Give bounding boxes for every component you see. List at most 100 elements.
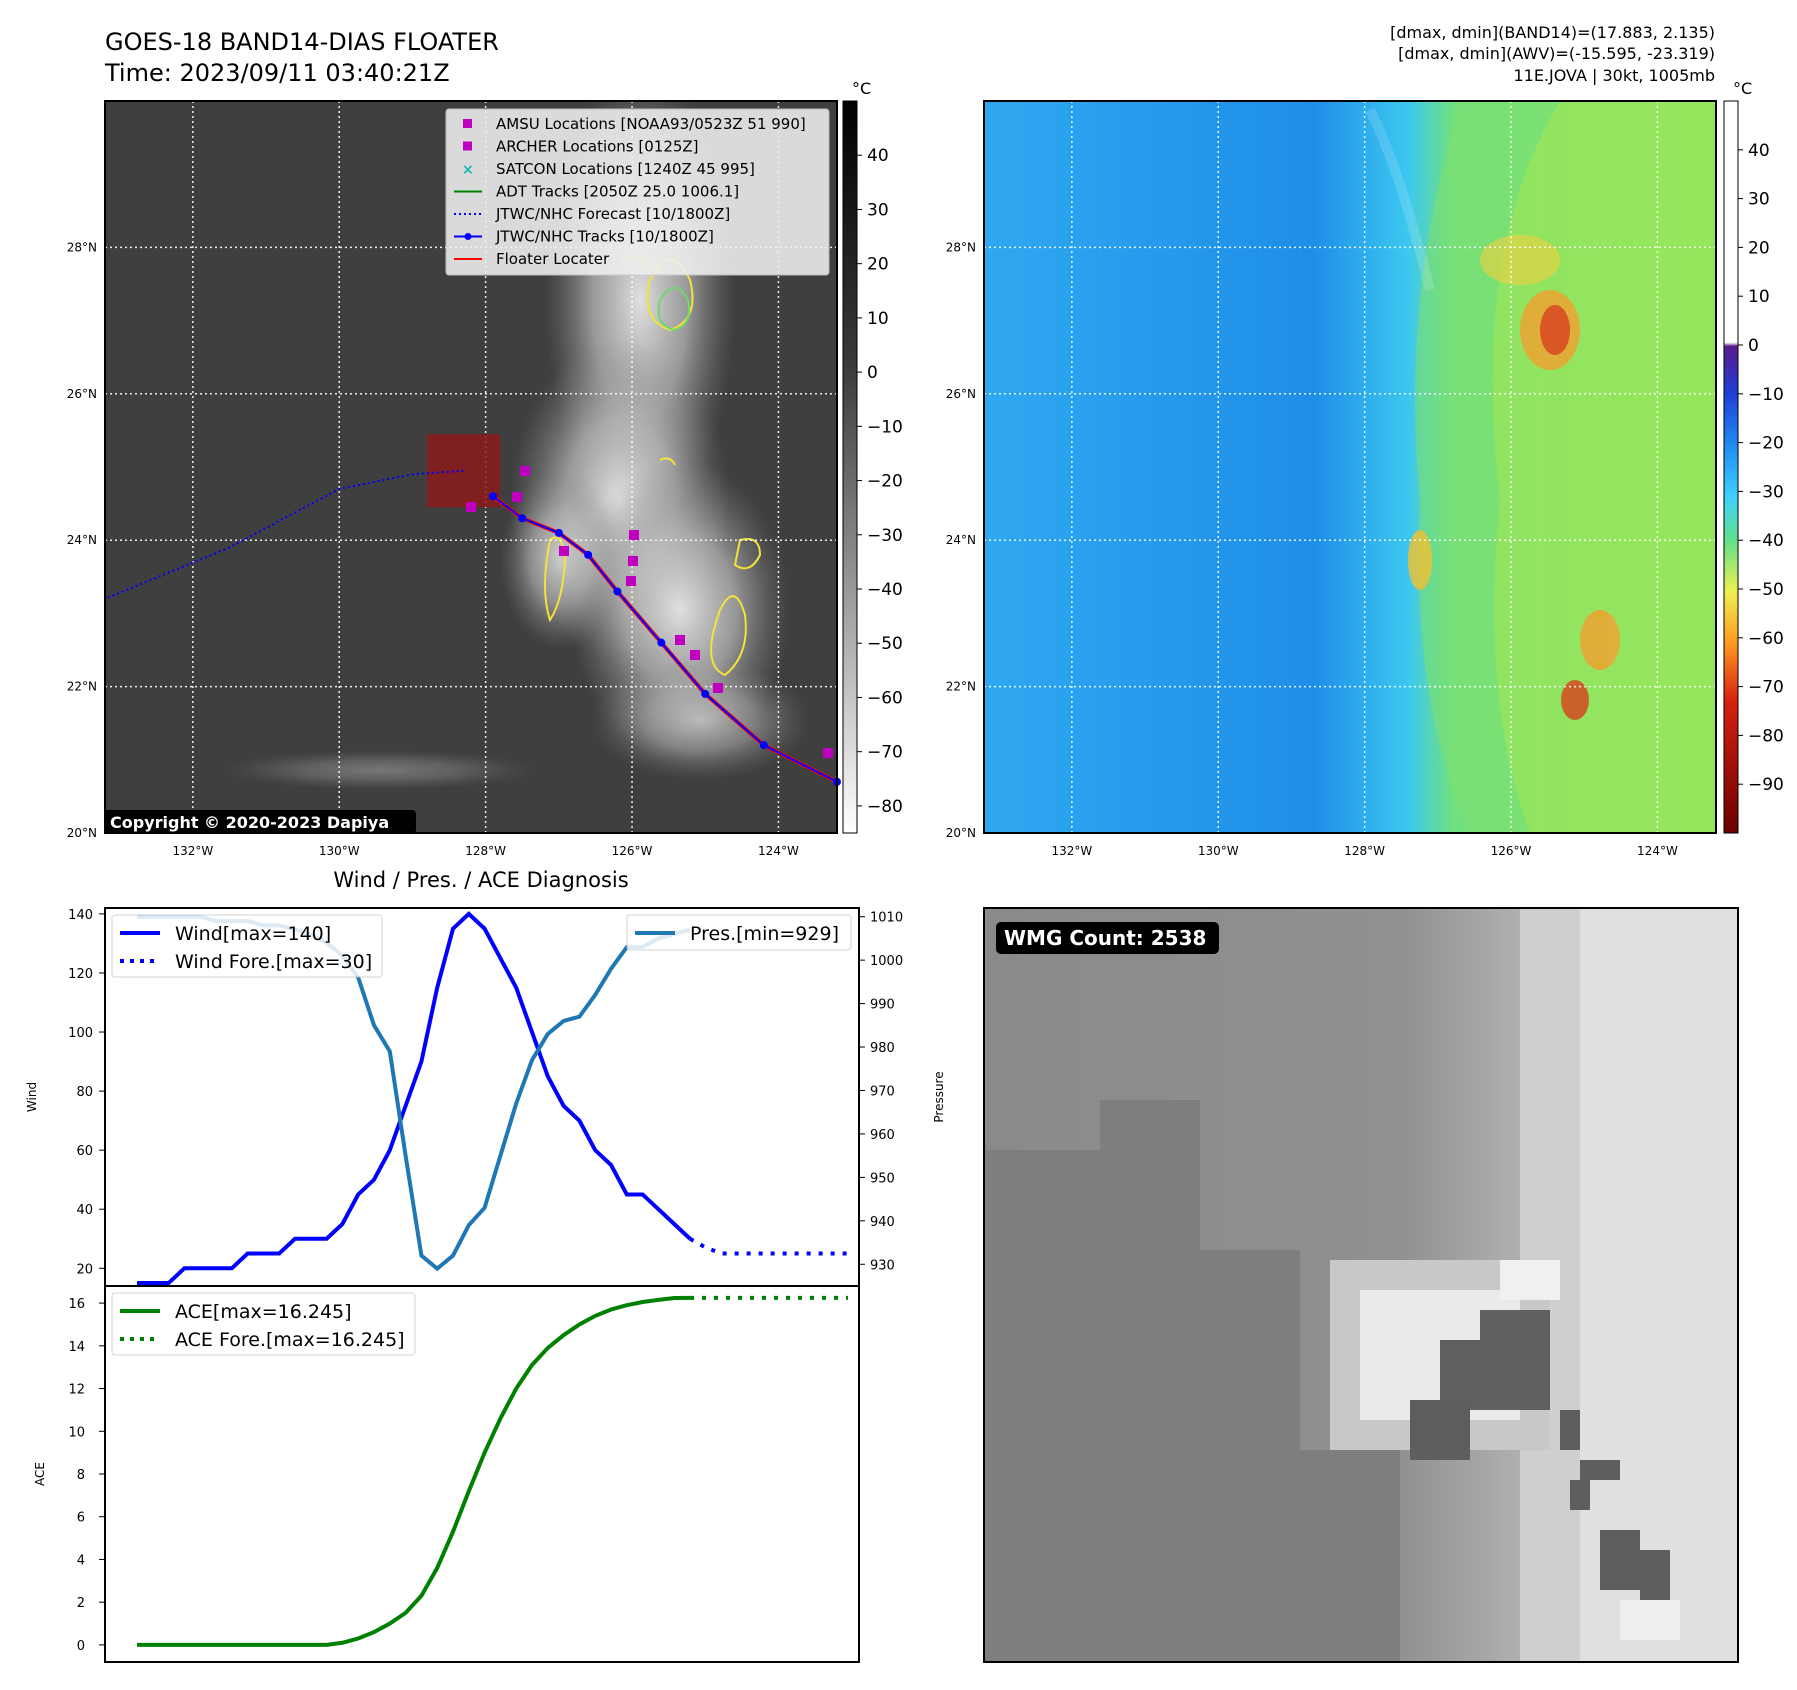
ir-lon-labels: 132°W 130°W 128°W 126°W 124°W <box>172 844 799 858</box>
colorbar-tick-label: −20 <box>1748 434 1784 454</box>
wind-tick-label: 100 <box>68 1026 93 1041</box>
legend-item: JTWC/NHC Forecast [10/1800Z] <box>454 205 730 223</box>
wv-colorbar-unit: °C <box>1733 79 1752 98</box>
wv-colorbar-ticks: 40 30 20 10 0 −10 −20 −30 −40 −50 −60 −70 −80 −90 <box>1738 141 1784 795</box>
ace-tick-label: 6 <box>77 1511 85 1526</box>
best-track-point <box>657 638 666 647</box>
pressure-tick-label: 950 <box>870 1171 895 1186</box>
ace-forecast-legend-label: ACE Fore.[max=16.245] <box>175 1329 405 1351</box>
wv-map: 28°N 26°N 24°N 22°N 20°N 132°W 130°W 128°W 126°… <box>946 79 1784 858</box>
pressure-tick-label: 1000 <box>870 954 903 969</box>
legend-item: Floater Locater <box>454 250 610 268</box>
colorbar-tick-label: 0 <box>867 363 878 383</box>
lon-tick-label: 132°W <box>172 844 213 858</box>
ir-colorbar-ticks: 40 30 20 10 0 −10 −20 −30 −40 −50 −60 −70 −80 <box>857 146 903 817</box>
wind-line <box>137 911 692 1286</box>
svg-text:×: × <box>462 162 474 178</box>
ace-legend: ACE[max=16.245] ACE Fore.[max=16.245] <box>111 1292 416 1356</box>
best-track-point <box>554 528 563 537</box>
ace-tick-label: 4 <box>77 1553 85 1568</box>
colorbar-tick-label: 40 <box>1748 141 1770 161</box>
pressure-legend-label: Pres.[min=929] <box>690 923 839 945</box>
pressure-tick-label: 970 <box>870 1084 895 1099</box>
diagnosis-title: Wind / Pres. / ACE Diagnosis <box>333 868 628 892</box>
best-track-point <box>613 587 622 596</box>
info-awv-range: [dmax, dmin](AWV)=(-15.595, -23.319) <box>1398 44 1715 63</box>
lat-tick-label: 22°N <box>946 680 976 694</box>
lon-tick-label: 126°W <box>1491 844 1532 858</box>
figure-title: GOES-18 BAND14-DIAS FLOATER <box>105 28 499 56</box>
wind-legend: Wind[max=140] Wind Fore.[max=30] <box>111 914 383 978</box>
colorbar-tick-label: 10 <box>867 309 889 329</box>
colorbar-tick-label: 30 <box>867 200 889 220</box>
wind-tick-label: 40 <box>76 1203 93 1218</box>
wind-tick-label: 80 <box>76 1085 93 1100</box>
legend-item: ADT Tracks [2050Z 25.0 1006.1] <box>454 183 739 201</box>
colorbar-tick-label: 20 <box>867 255 889 275</box>
figure-time: Time: 2023/09/11 03:40:21Z <box>104 59 450 87</box>
wmg-panel: WMG Count: 2538 <box>983 907 1739 1663</box>
colorbar-tick-label: −50 <box>1748 580 1784 600</box>
lon-tick-label: 124°W <box>1637 844 1678 858</box>
best-track-point <box>759 741 768 750</box>
ir-legend: AMSU Locations [NOAA93/0523Z 51 990] ARCH… <box>445 108 830 276</box>
legend-item: JTWC/NHC Tracks [10/1800Z] <box>454 228 714 246</box>
legend-label: SATCON Locations [1240Z 45 995] <box>496 160 755 178</box>
lat-tick-label: 28°N <box>946 240 976 254</box>
lat-tick-label: 24°N <box>67 533 97 547</box>
lat-tick-label: 26°N <box>946 387 976 401</box>
colorbar-tick-label: −30 <box>1748 482 1784 502</box>
colorbar-tick-label: 10 <box>1748 287 1770 307</box>
legend-item: AMSU Locations [NOAA93/0523Z 51 990] <box>463 115 806 133</box>
lat-tick-label: 22°N <box>67 680 97 694</box>
lat-tick-label: 28°N <box>67 240 97 254</box>
ace-tick-label: 16 <box>68 1297 85 1312</box>
colorbar-tick-label: 20 <box>1748 238 1770 258</box>
pressure-axis-label: Pressure <box>932 1071 946 1122</box>
legend-label: AMSU Locations [NOAA93/0523Z 51 990] <box>496 115 806 133</box>
ace-axis-label: ACE <box>33 1462 47 1486</box>
best-track-point <box>488 492 497 501</box>
colorbar-tick-label: −90 <box>1748 775 1784 795</box>
pressure-tick-label: 960 <box>870 1128 895 1143</box>
pressure-tick-label: 930 <box>870 1258 895 1273</box>
ace-tick-label: 14 <box>68 1340 85 1355</box>
copyright-text: Copyright © 2020-2023 Dapiya <box>110 813 389 832</box>
lon-tick-label: 124°W <box>758 844 799 858</box>
best-track-points <box>488 492 841 786</box>
ir-map: AMSU Locations [NOAA93/0523Z 51 990] ARCH… <box>67 79 903 858</box>
forecast-track-line <box>104 469 464 600</box>
wind-tick-label: 120 <box>68 967 93 982</box>
colorbar-tick-label: −40 <box>1748 531 1784 551</box>
wind-forecast-legend-label: Wind Fore.[max=30] <box>175 951 372 973</box>
lat-tick-label: 20°N <box>946 826 976 840</box>
lat-tick-label: 24°N <box>946 533 976 547</box>
wv-map-frame <box>983 100 1717 834</box>
wmg-count-label: WMG Count: 2538 <box>1004 926 1206 950</box>
colorbar-tick-label: −30 <box>867 526 903 546</box>
colorbar-tick-label: −60 <box>867 688 903 708</box>
colorbar-tick-label: −50 <box>867 634 903 654</box>
pressure-tick-label: 1010 <box>870 911 903 926</box>
lat-tick-label: 26°N <box>67 387 97 401</box>
ace-tick-label: 10 <box>68 1425 85 1440</box>
info-storm: 11E.JOVA | 30kt, 1005mb <box>1513 66 1715 85</box>
ace-tick-label: 0 <box>77 1639 85 1654</box>
colorbar-tick-label: −20 <box>867 472 903 492</box>
colorbar-tick-label: −10 <box>867 417 903 437</box>
wind-axis-ticks: 140 120 100 80 60 40 20 <box>68 908 105 1277</box>
legend-label: ADT Tracks [2050Z 25.0 1006.1] <box>496 183 739 201</box>
lon-tick-label: 132°W <box>1051 844 1092 858</box>
legend-label: ARCHER Locations [0125Z] <box>496 138 699 156</box>
wv-gridlines <box>984 101 1716 833</box>
colorbar-tick-label: 40 <box>867 146 889 166</box>
lon-tick-label: 126°W <box>612 844 653 858</box>
wind-forecast-line <box>689 1237 848 1256</box>
wv-colorbar <box>1723 100 1739 834</box>
colorbar-tick-label: 0 <box>1748 336 1759 356</box>
lon-tick-label: 128°W <box>465 844 506 858</box>
best-track-point <box>518 514 527 523</box>
ir-clouds <box>220 101 810 790</box>
best-track-point <box>701 689 710 698</box>
